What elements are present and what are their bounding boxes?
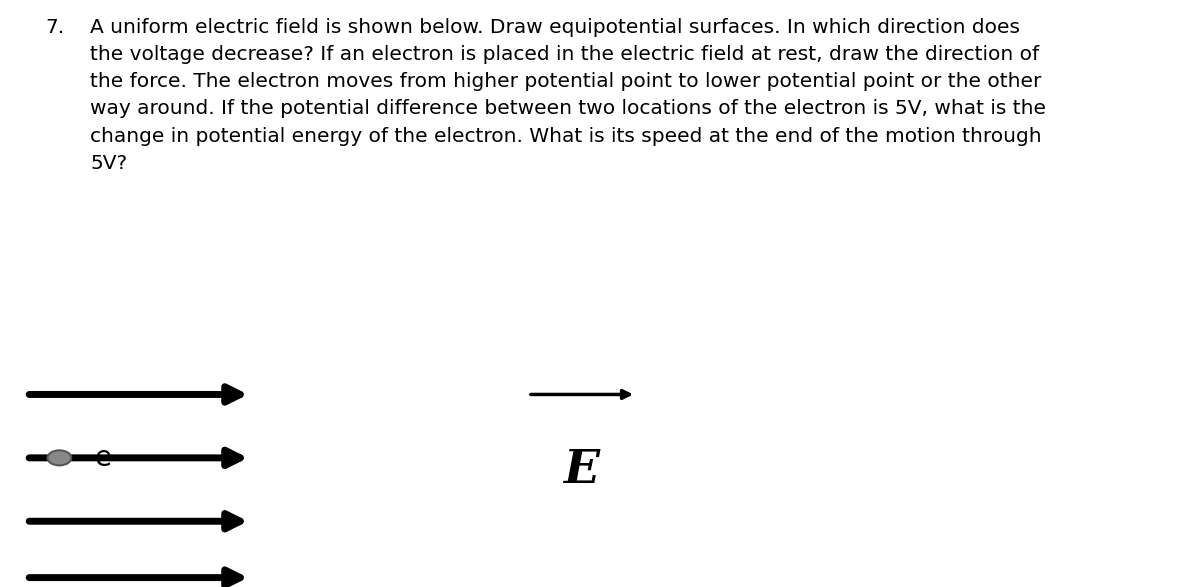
Text: E: E (563, 447, 599, 492)
Text: 7.: 7. (46, 18, 65, 36)
Text: -e: -e (86, 444, 113, 472)
Ellipse shape (48, 450, 71, 465)
Text: A uniform electric field is shown below. Draw equipotential surfaces. In which d: A uniform electric field is shown below.… (90, 18, 1046, 173)
